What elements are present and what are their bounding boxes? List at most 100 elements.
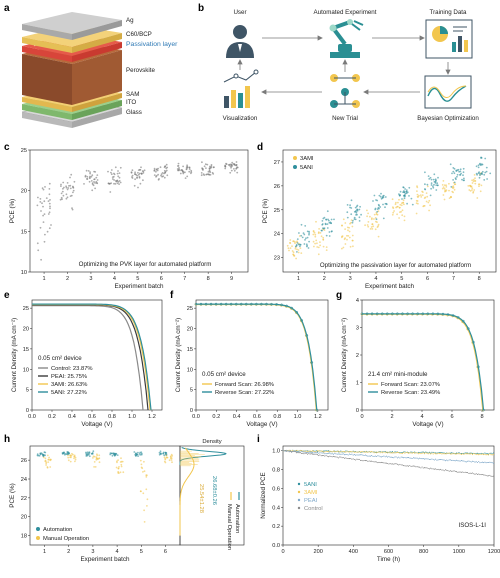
- data-point: [468, 453, 470, 455]
- data-point: [382, 452, 384, 454]
- data-point: [419, 466, 421, 468]
- x-tick-label: 4: [116, 549, 119, 555]
- layer-label-sam: SAM: [126, 91, 139, 98]
- data-point: [384, 462, 386, 464]
- data-point: [484, 453, 486, 455]
- data-point: [319, 452, 321, 454]
- data-point: [421, 452, 423, 454]
- data-point: [455, 459, 458, 461]
- data-point: [350, 453, 352, 456]
- data-point: [371, 223, 374, 226]
- data-point: [331, 453, 333, 455]
- data-point: [438, 453, 440, 455]
- data-point: [390, 452, 392, 454]
- x-tick-label: 8: [207, 276, 210, 282]
- data-point: [441, 469, 443, 471]
- data-point: [213, 166, 215, 169]
- data-point: [88, 177, 91, 179]
- data-point: [39, 198, 42, 200]
- data-point: [286, 244, 289, 247]
- x-tick-label: 0.2: [48, 414, 56, 420]
- data-point: [453, 470, 455, 472]
- x-tick-label: 0.8: [108, 414, 116, 420]
- data-point: [477, 166, 480, 169]
- data-point: [467, 472, 469, 474]
- data-point: [367, 225, 370, 228]
- data-point: [434, 178, 437, 181]
- data-point: [405, 190, 408, 193]
- data-point: [110, 171, 112, 174]
- data-point: [343, 454, 346, 456]
- data-point: [355, 211, 358, 214]
- data-point: [37, 196, 39, 199]
- data-point: [374, 228, 377, 231]
- data-point: [66, 182, 69, 184]
- data-point: [350, 221, 352, 224]
- data-point: [210, 165, 213, 168]
- data-point: [95, 176, 98, 179]
- data-point: [131, 176, 133, 178]
- y-tick-label: 15: [23, 347, 29, 353]
- data-point: [116, 454, 119, 456]
- data-point: [46, 466, 49, 468]
- data-point: [315, 453, 317, 455]
- data-point: [298, 232, 300, 234]
- jv-point: [244, 302, 248, 306]
- data-point: [134, 173, 137, 175]
- data-point: [184, 171, 186, 174]
- data-point: [74, 458, 77, 461]
- data-point: [409, 452, 411, 454]
- x-tick-label: 2: [390, 414, 393, 420]
- data-point: [448, 197, 451, 200]
- data-point: [300, 252, 303, 255]
- data-point: [153, 170, 156, 172]
- data-point: [447, 470, 449, 472]
- data-point: [164, 458, 167, 461]
- data-point: [476, 452, 479, 454]
- data-point: [460, 460, 463, 462]
- data-point: [139, 169, 142, 171]
- x-tick-label: 6: [450, 414, 453, 420]
- data-point: [384, 196, 387, 198]
- chart-f: 0 5 10 15 20 25 0.0 0.2 0.4 0.6 0.8 1.0 1.2 Voltage (…: [175, 299, 329, 428]
- data-point: [119, 461, 122, 463]
- data-point: [432, 178, 435, 181]
- data-point: [445, 186, 448, 188]
- data-point: [469, 453, 471, 455]
- data-point: [473, 473, 475, 475]
- data-point: [316, 242, 318, 245]
- data-point: [375, 218, 378, 221]
- data-point: [298, 452, 300, 454]
- data-point: [453, 181, 456, 184]
- data-point: [236, 171, 239, 174]
- data-point: [401, 214, 404, 217]
- data-point: [156, 169, 159, 172]
- data-point: [464, 471, 466, 473]
- data-point: [451, 190, 454, 193]
- data-point: [378, 451, 380, 453]
- data-point: [114, 183, 117, 185]
- data-point: [185, 168, 188, 171]
- data-point: [345, 451, 347, 453]
- x-tick-label: 0.6: [253, 414, 261, 420]
- data-point: [140, 463, 143, 466]
- data-point: [321, 452, 323, 454]
- data-point: [408, 186, 411, 189]
- data-point: [459, 471, 461, 473]
- data-point: [455, 471, 458, 473]
- data-point: [307, 247, 310, 249]
- data-point: [458, 453, 460, 455]
- data-point: [85, 453, 88, 456]
- data-point: [430, 178, 433, 181]
- data-point: [176, 168, 179, 170]
- data-point: [330, 453, 332, 455]
- data-point: [359, 454, 362, 456]
- data-point: [408, 195, 410, 197]
- data-point: [375, 220, 377, 223]
- data-point: [42, 214, 44, 217]
- data-point: [458, 170, 460, 173]
- data-point: [383, 462, 385, 464]
- data-point: [448, 182, 450, 185]
- data-point: [136, 176, 139, 179]
- data-point: [320, 235, 323, 238]
